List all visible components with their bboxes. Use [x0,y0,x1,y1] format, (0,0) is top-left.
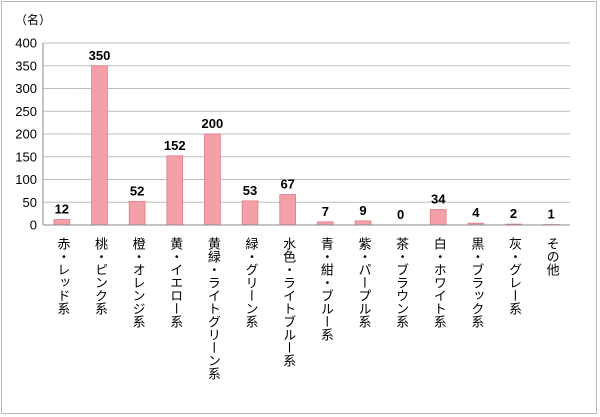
data-label: 4 [472,205,480,220]
category-label: 黄緑・ライトグリーン系 [205,237,221,380]
data-label: 67 [280,177,294,192]
category-label: 茶・ブラウン系 [393,236,409,328]
bar [279,194,296,226]
bar [91,65,108,226]
category-label: 青・紺・ブルー系 [318,237,334,341]
data-label: 1 [548,207,555,222]
category-label: 白・ホワイト系 [431,236,447,328]
bar [166,155,184,226]
category-label: その他 [544,237,560,277]
bar [128,200,146,226]
data-label: 7 [322,204,329,219]
data-label: 200 [202,116,224,131]
grid-lines [43,42,570,203]
category-labels: 赤・レッド系 桃・ピンク系 橙・オレンジ系 黄・イエロー系 黄緑・ライトグリーン系 緑・グ… [54,236,559,380]
data-label: 0 [397,207,404,222]
data-label: 9 [359,203,366,218]
bar [354,220,372,226]
y-tick-label: 250 [15,104,37,119]
bar [241,200,259,226]
y-tick-label: 350 [15,58,37,73]
category-label: 黒・ブラック系 [468,237,484,328]
y-axis-ticks: 0 50 100 150 200 250 300 350 400 [15,36,37,233]
data-label: 53 [243,183,257,198]
data-label: 12 [55,202,69,217]
y-axis-unit-label: （名） [15,12,51,27]
bar [53,219,71,226]
y-tick-label: 0 [30,218,37,233]
y-tick-label: 300 [15,81,37,96]
category-label: 赤・レッド系 [54,237,69,315]
data-label: 2 [510,206,517,221]
bar [204,133,221,226]
category-label: 橙・オレンジ系 [130,237,146,328]
category-label: 水色・ライトブルー系 [280,237,296,367]
data-label: 34 [431,192,446,207]
y-tick-label: 150 [15,149,37,164]
y-tick-label: 400 [15,36,37,51]
category-label: 灰・グレー系 [506,237,522,315]
data-label: 152 [164,138,186,153]
category-label: 紫・パープル系 [355,237,371,328]
y-tick-label: 200 [15,127,37,142]
category-label: 緑・グリーン系 [243,237,258,328]
data-label: 350 [89,48,111,63]
category-label: 桃・ピンク系 [92,237,108,315]
y-tick-label: 100 [15,172,37,187]
y-tick-label: 50 [23,195,37,210]
data-label: 52 [130,183,144,198]
data-labels: 12 350 52 152 200 53 67 7 9 0 34 4 2 1 [55,48,555,222]
bar [429,209,447,226]
bars [53,65,560,226]
category-label: 黄・イエロー系 [167,237,183,328]
